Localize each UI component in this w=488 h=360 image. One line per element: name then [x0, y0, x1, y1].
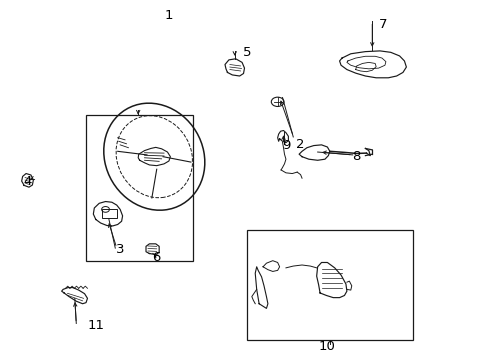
Text: 10: 10	[318, 340, 335, 353]
Text: 11: 11	[87, 319, 104, 332]
Text: 8: 8	[352, 150, 360, 163]
Text: 3: 3	[116, 243, 124, 256]
Text: 2: 2	[296, 138, 304, 150]
Text: 4: 4	[23, 175, 32, 188]
Text: 6: 6	[152, 251, 161, 264]
Text: 7: 7	[378, 18, 387, 31]
Text: 5: 5	[242, 46, 251, 59]
Text: 9: 9	[281, 139, 289, 152]
Bar	[246, 230, 412, 339]
Bar	[102, 209, 117, 218]
Text: 1: 1	[164, 9, 173, 22]
Bar	[86, 116, 193, 261]
